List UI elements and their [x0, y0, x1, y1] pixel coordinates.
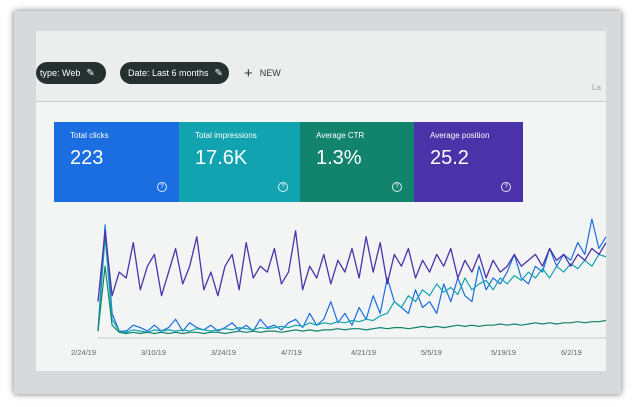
help-icon[interactable]: ?: [501, 182, 511, 192]
plus-icon: +: [244, 64, 253, 82]
x-axis-tick-label: 5/19/19: [491, 348, 516, 357]
screen-photo-frame: type: Web ✎ Date: Last 6 months ✎ + NEW …: [14, 11, 621, 394]
metric-label: Total clicks: [70, 131, 109, 140]
x-axis-tick-label: 4/7/19: [281, 348, 302, 357]
x-axis-tick-label: 4/21/19: [351, 348, 376, 357]
metric-card-total-clicks[interactable]: Total clicks 223 ?: [54, 122, 179, 202]
performance-line-chart: 2/24/19 3/10/19 3/24/19 4/7/19 4/21/19 5/5/19…: [71, 218, 606, 357]
x-axis-tick-label: 5/5/19: [421, 348, 442, 357]
edit-pencil-icon: ✎: [86, 67, 95, 79]
x-axis-tick-label: 3/24/19: [211, 348, 236, 357]
help-icon[interactable]: ?: [278, 182, 288, 192]
date-filter-label: Date: Last 6 months: [128, 68, 209, 78]
metric-value: 1.3%: [316, 147, 362, 169]
metric-label: Total impressions: [195, 131, 257, 140]
help-icon[interactable]: ?: [157, 182, 167, 192]
new-filter-label: NEW: [259, 68, 281, 78]
metric-value: 17.6K: [195, 147, 248, 169]
x-axis-tick-label: 2/24/19: [71, 348, 96, 357]
x-axis-tick-label: 3/10/19: [141, 348, 166, 357]
metric-value: 223: [70, 147, 104, 169]
metric-value: 25.2: [430, 147, 469, 169]
chart-series-line-1: [97, 218, 606, 332]
metric-label: Average position: [430, 131, 490, 140]
search-type-filter-label: type: Web: [40, 68, 81, 78]
chart-series-line-3: [97, 265, 606, 335]
search-console-screen: type: Web ✎ Date: Last 6 months ✎ + NEW …: [36, 31, 606, 371]
edit-pencil-icon: ✎: [214, 67, 223, 79]
metric-card-average-ctr[interactable]: Average CTR 1.3% ?: [300, 122, 414, 202]
help-icon[interactable]: ?: [392, 182, 402, 192]
metric-label: Average CTR: [316, 131, 365, 140]
chart-series-line-2: [97, 236, 606, 333]
date-filter-chip[interactable]: Date: Last 6 months ✎: [120, 62, 229, 84]
search-type-filter-chip[interactable]: type: Web ✎: [36, 62, 106, 84]
chart-series-line-4: [97, 230, 606, 302]
x-axis-tick-label: 6/2/19: [561, 348, 582, 357]
filter-bar: type: Web ✎ Date: Last 6 months ✎ + NEW …: [36, 31, 606, 102]
new-filter-button[interactable]: + NEW: [244, 64, 281, 82]
metric-card-average-position[interactable]: Average position 25.2 ?: [414, 122, 523, 202]
truncated-header-text: La: [592, 83, 601, 92]
metric-card-total-impressions[interactable]: Total impressions 17.6K ?: [179, 122, 300, 202]
